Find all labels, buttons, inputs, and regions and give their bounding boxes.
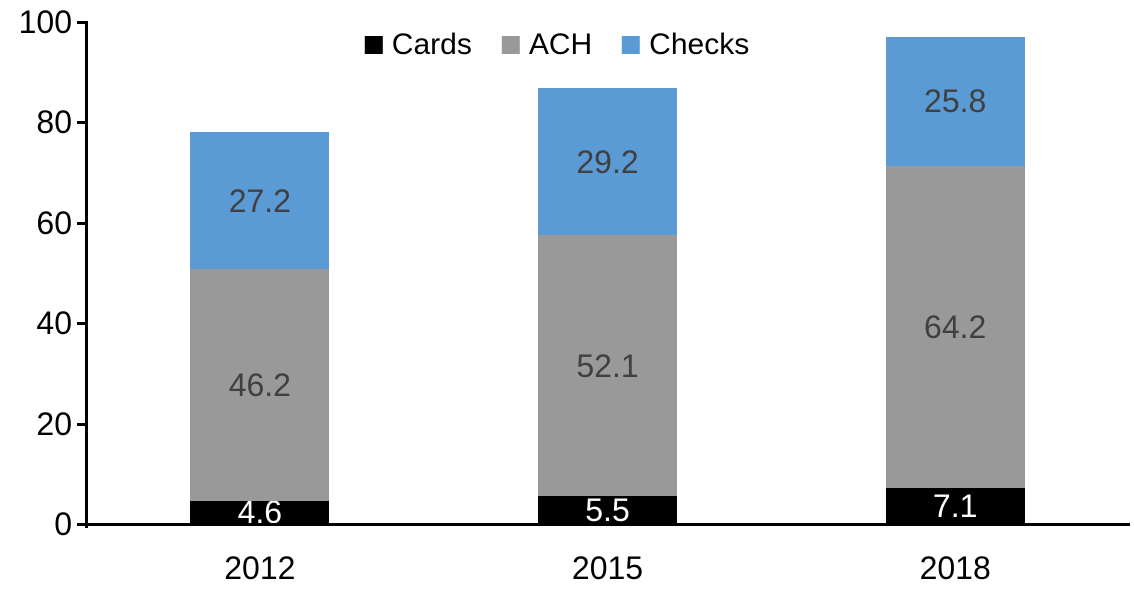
bar-2012-ach [190, 268, 330, 501]
y-tick [77, 221, 87, 225]
legend-label: ACH [528, 28, 593, 61]
legend-item-cards: Cards [364, 28, 472, 61]
bar-label-2018-ach: 64.2 [924, 309, 987, 346]
bar-2015-cards [538, 496, 677, 524]
bar-label-2012-checks: 27.2 [228, 182, 291, 219]
legend-swatch-cards-icon [364, 36, 383, 54]
bar-label-2012-ach: 46.2 [228, 366, 291, 403]
x-axis-line [77, 523, 1130, 526]
bar-2018-ach [885, 166, 1025, 489]
bar-label-2015-cards: 5.5 [585, 492, 630, 529]
bar-2015-checks [538, 88, 677, 235]
chart-legend: Cards ACH Checks [364, 28, 749, 61]
bar-label-2018-cards: 7.1 [932, 488, 978, 525]
y-tick [77, 21, 87, 24]
legend-swatch-ach-icon [501, 36, 520, 54]
bar-2015-ach [538, 234, 677, 497]
legend-item-checks: Checks [622, 30, 749, 60]
y-tick-label: 20 [36, 405, 72, 442]
bar-2012-cards [190, 500, 330, 524]
bar-2018-cards [885, 488, 1025, 524]
legend-label: Cards [391, 28, 472, 61]
legend-item-ach: ACH [501, 28, 593, 61]
y-tick [77, 322, 87, 326]
bar-label-2015-ach: 52.1 [576, 347, 639, 384]
bar-label-2015-checks: 29.2 [576, 143, 639, 180]
y-tick [77, 422, 87, 426]
y-axis-line [85, 21, 88, 528]
y-tick-label: 40 [36, 305, 72, 342]
x-tick-label-2012: 2012 [224, 550, 296, 586]
legend-swatch-checks-icon [622, 36, 641, 54]
bar-label-2018-checks: 25.8 [924, 83, 987, 120]
y-tick-label: 0 [54, 506, 72, 542]
y-tick-label: 100 [18, 4, 72, 40]
y-tick-label: 60 [36, 204, 72, 241]
bar-2018-checks [885, 36, 1025, 167]
y-tick-label: 80 [36, 104, 72, 141]
x-tick-label-2015: 2015 [571, 550, 644, 586]
bar-2012-checks [190, 132, 330, 269]
legend-label: Checks [649, 28, 750, 61]
y-tick [77, 121, 87, 125]
x-tick-label-2018: 2018 [919, 550, 991, 586]
